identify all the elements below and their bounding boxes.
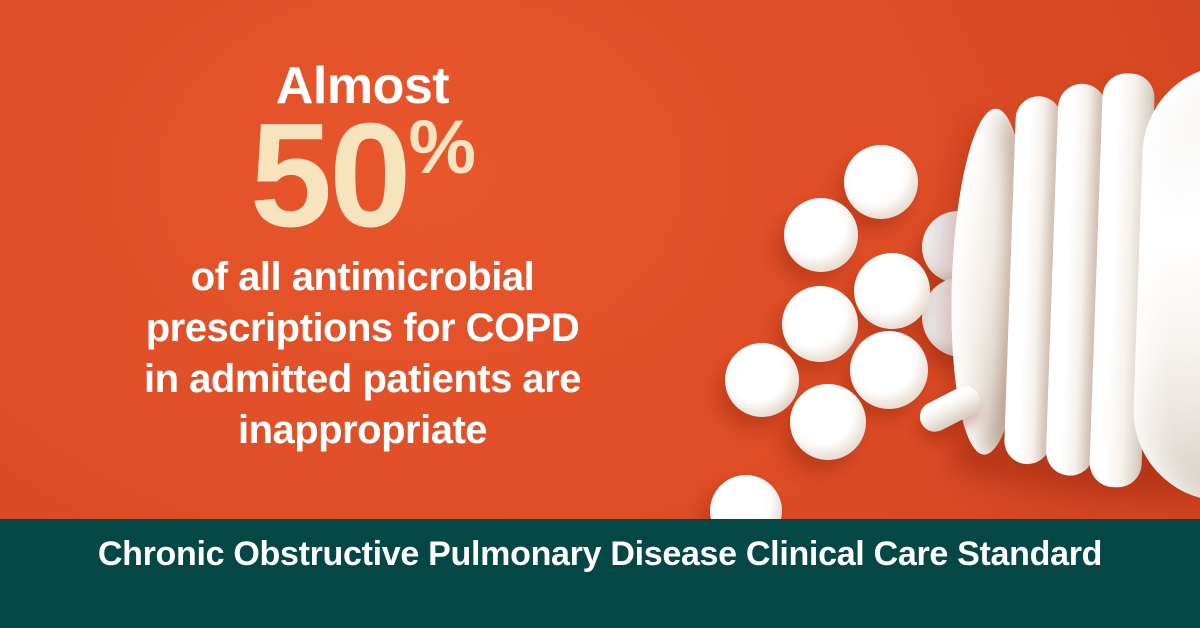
pill-bottle — [932, 61, 1200, 525]
footer-bar: Chronic Obstructive Pulmonary Disease Cl… — [0, 519, 1200, 628]
percent-sign: % — [408, 105, 477, 190]
pill — [790, 384, 866, 460]
pill — [850, 331, 928, 409]
statistic-block: Almost 50% of all antimicrobial prescrip… — [80, 0, 645, 519]
stat-number: 50 — [249, 93, 412, 258]
pill — [844, 145, 918, 219]
statistic-description: of all antimicrobial prescriptions for C… — [80, 252, 645, 456]
description-line: of all antimicrobial — [190, 255, 535, 299]
pill — [854, 253, 930, 329]
standard-title: Chronic Obstructive Pulmonary Disease Cl… — [97, 535, 1103, 573]
statistic: 50% — [80, 102, 645, 250]
description-line: in admitted patients are — [144, 357, 581, 401]
headline-prefix: Almost — [275, 57, 450, 115]
pill — [784, 198, 858, 272]
pill — [725, 343, 799, 417]
description-line: prescriptions for COPD — [145, 306, 580, 350]
description-line: inappropriate — [237, 408, 488, 452]
pill — [782, 286, 858, 362]
